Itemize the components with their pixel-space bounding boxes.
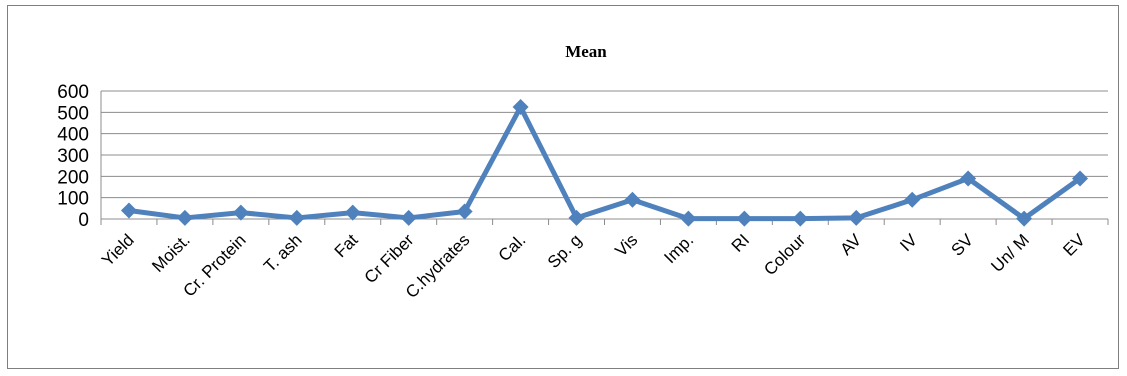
data-point-marker bbox=[1016, 210, 1033, 227]
x-category-label: Imp. bbox=[660, 230, 697, 267]
data-point-marker bbox=[344, 204, 361, 221]
axes bbox=[100, 91, 1109, 225]
y-tick-label: 400 bbox=[57, 125, 89, 146]
x-category-label: RI bbox=[728, 230, 753, 255]
x-axis-category-labels: Yield Moist.Cr. Protein T. ash Fat Cr FiberC… bbox=[98, 230, 1089, 302]
data-point-marker bbox=[792, 210, 809, 227]
y-tick-label: 500 bbox=[57, 103, 89, 124]
data-point-marker bbox=[624, 191, 641, 208]
y-tick-label: 200 bbox=[57, 167, 89, 188]
x-category-label: EV bbox=[1059, 230, 1089, 260]
data-point-marker bbox=[848, 209, 865, 226]
x-category-label: T. ash bbox=[260, 230, 306, 276]
data-point-marker bbox=[288, 209, 305, 226]
data-point-marker bbox=[232, 204, 249, 221]
x-category-label: Yield bbox=[98, 230, 138, 270]
x-category-label: Vis bbox=[611, 230, 641, 260]
series-line-path bbox=[126, 104, 1083, 222]
chart-area: Mean 0 100 200 300 400 500 600 Yield Moist. Cr. … bbox=[7, 5, 1119, 369]
x-category-label: Cal. bbox=[495, 230, 530, 265]
data-point-marker bbox=[960, 170, 977, 187]
x-category-label: Cr Fiber bbox=[361, 230, 418, 287]
data-point-marker bbox=[176, 209, 193, 226]
data-point-marker bbox=[400, 209, 417, 226]
data-point-marker bbox=[512, 99, 529, 115]
gridlines bbox=[101, 90, 1108, 199]
y-tick-label: 0 bbox=[78, 210, 89, 231]
x-category-label: Colour bbox=[760, 230, 809, 279]
data-point-marker bbox=[736, 210, 753, 227]
x-category-label: Sp. g bbox=[544, 230, 586, 272]
data-point-marker bbox=[456, 203, 473, 220]
series-line bbox=[120, 99, 1089, 227]
x-category-label: Un/ M bbox=[987, 230, 1032, 275]
chart-title: Mean bbox=[565, 42, 607, 61]
data-point-marker bbox=[904, 191, 921, 208]
y-tick-label: 300 bbox=[57, 146, 89, 167]
data-point-marker bbox=[680, 210, 697, 227]
y-tick-label: 600 bbox=[57, 82, 89, 103]
y-tick-label: 100 bbox=[57, 189, 89, 210]
x-category-label: IV bbox=[896, 230, 921, 255]
x-category-label: AV bbox=[836, 230, 865, 259]
data-point-marker bbox=[1072, 170, 1089, 187]
data-point-marker bbox=[568, 209, 585, 226]
x-category-label: Fat bbox=[331, 230, 362, 261]
data-point-marker bbox=[120, 202, 137, 219]
x-category-label: Moist. bbox=[148, 230, 193, 275]
x-category-label: SV bbox=[947, 230, 977, 260]
